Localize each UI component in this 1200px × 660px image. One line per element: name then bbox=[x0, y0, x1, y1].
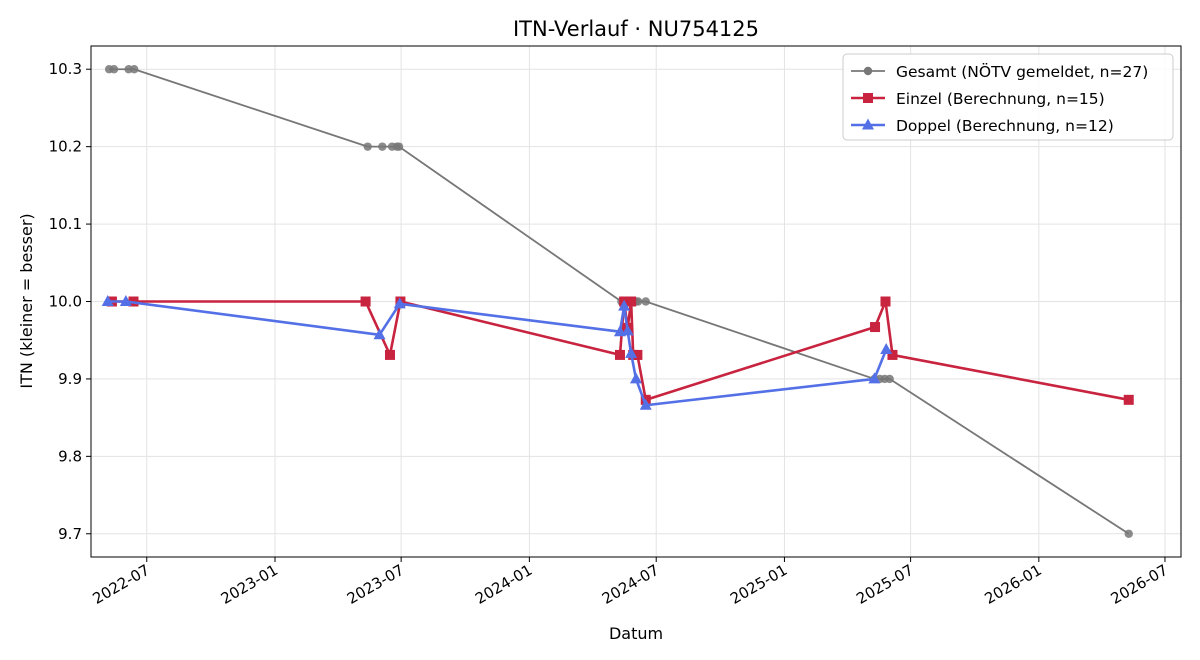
y-tick-label: 9.9 bbox=[58, 370, 82, 388]
data-point bbox=[639, 398, 652, 410]
data-point bbox=[384, 349, 395, 360]
series-2 bbox=[106, 296, 1134, 405]
data-point bbox=[363, 142, 372, 151]
data-point bbox=[632, 349, 643, 360]
chart-title: ITN-Verlauf · NU754125 bbox=[513, 17, 759, 41]
data-point bbox=[880, 296, 891, 307]
data-point bbox=[373, 328, 386, 340]
series-3 bbox=[101, 295, 893, 410]
y-tick-label: 10.2 bbox=[49, 138, 82, 156]
data-point bbox=[621, 324, 634, 336]
x-tick-label: 2024-01 bbox=[472, 561, 535, 608]
legend: Gesamt (NÖTV gemeldet, n=27) Einzel (Bere… bbox=[842, 53, 1174, 141]
x-tick-label: 2023-07 bbox=[344, 561, 407, 608]
data-point bbox=[885, 374, 894, 384]
y-axis: 9.7 9.8 9.9 10.0 10.1 10.2 10.3 bbox=[49, 60, 91, 543]
x-axis: 2022-07 2023-01 2023-07 2024-01 2024-07 2025-… bbox=[89, 557, 1171, 608]
series-line bbox=[107, 300, 888, 407]
x-tick-label: 2026-01 bbox=[982, 561, 1045, 608]
y-tick-label: 10.0 bbox=[49, 293, 82, 311]
x-tick-label: 2023-01 bbox=[218, 561, 281, 608]
y-tick-label: 9.7 bbox=[58, 525, 82, 543]
data-point bbox=[641, 297, 650, 306]
data-point bbox=[625, 346, 638, 358]
legend-entry: Doppel (Berechnung, n=12) bbox=[896, 117, 1114, 135]
data-point bbox=[626, 296, 637, 307]
y-axis-label: ITN (kleiner = besser) bbox=[17, 213, 36, 388]
legend-entry: Gesamt (NÖTV gemeldet, n=27) bbox=[896, 62, 1148, 81]
data-point bbox=[870, 322, 881, 333]
legend-swatch-marker bbox=[863, 93, 873, 103]
series-layer bbox=[101, 65, 1134, 538]
data-point bbox=[130, 65, 139, 74]
data-point bbox=[614, 349, 625, 360]
data-point bbox=[880, 343, 893, 355]
x-axis-label: Datum bbox=[609, 624, 663, 643]
data-point bbox=[394, 142, 404, 151]
data-point bbox=[393, 297, 406, 309]
data-point bbox=[1124, 529, 1133, 538]
data-point bbox=[378, 142, 387, 151]
legend-swatch-marker bbox=[863, 66, 873, 76]
legend-box bbox=[842, 53, 1174, 141]
y-tick-label: 10.3 bbox=[49, 60, 82, 78]
legend-swatch-marker bbox=[862, 118, 874, 130]
data-point bbox=[1123, 394, 1134, 405]
data-point bbox=[119, 295, 132, 306]
series-line bbox=[111, 300, 1129, 402]
data-point bbox=[109, 65, 119, 74]
x-tick-label: 2022-07 bbox=[89, 561, 152, 608]
data-point bbox=[101, 295, 114, 306]
x-tick-label: 2024-07 bbox=[599, 561, 662, 608]
x-tick-label: 2025-07 bbox=[853, 561, 916, 608]
data-point bbox=[868, 372, 881, 384]
data-point bbox=[618, 299, 631, 311]
data-point bbox=[630, 372, 642, 384]
data-point bbox=[887, 349, 898, 360]
y-tick-label: 10.1 bbox=[49, 215, 82, 233]
legend-entry: Einzel (Berechnung, n=15) bbox=[896, 90, 1105, 108]
x-tick-label: 2025-01 bbox=[727, 561, 790, 608]
y-tick-label: 9.8 bbox=[58, 447, 82, 465]
data-point bbox=[360, 296, 371, 307]
x-tick-label: 2026-07 bbox=[1108, 561, 1171, 608]
